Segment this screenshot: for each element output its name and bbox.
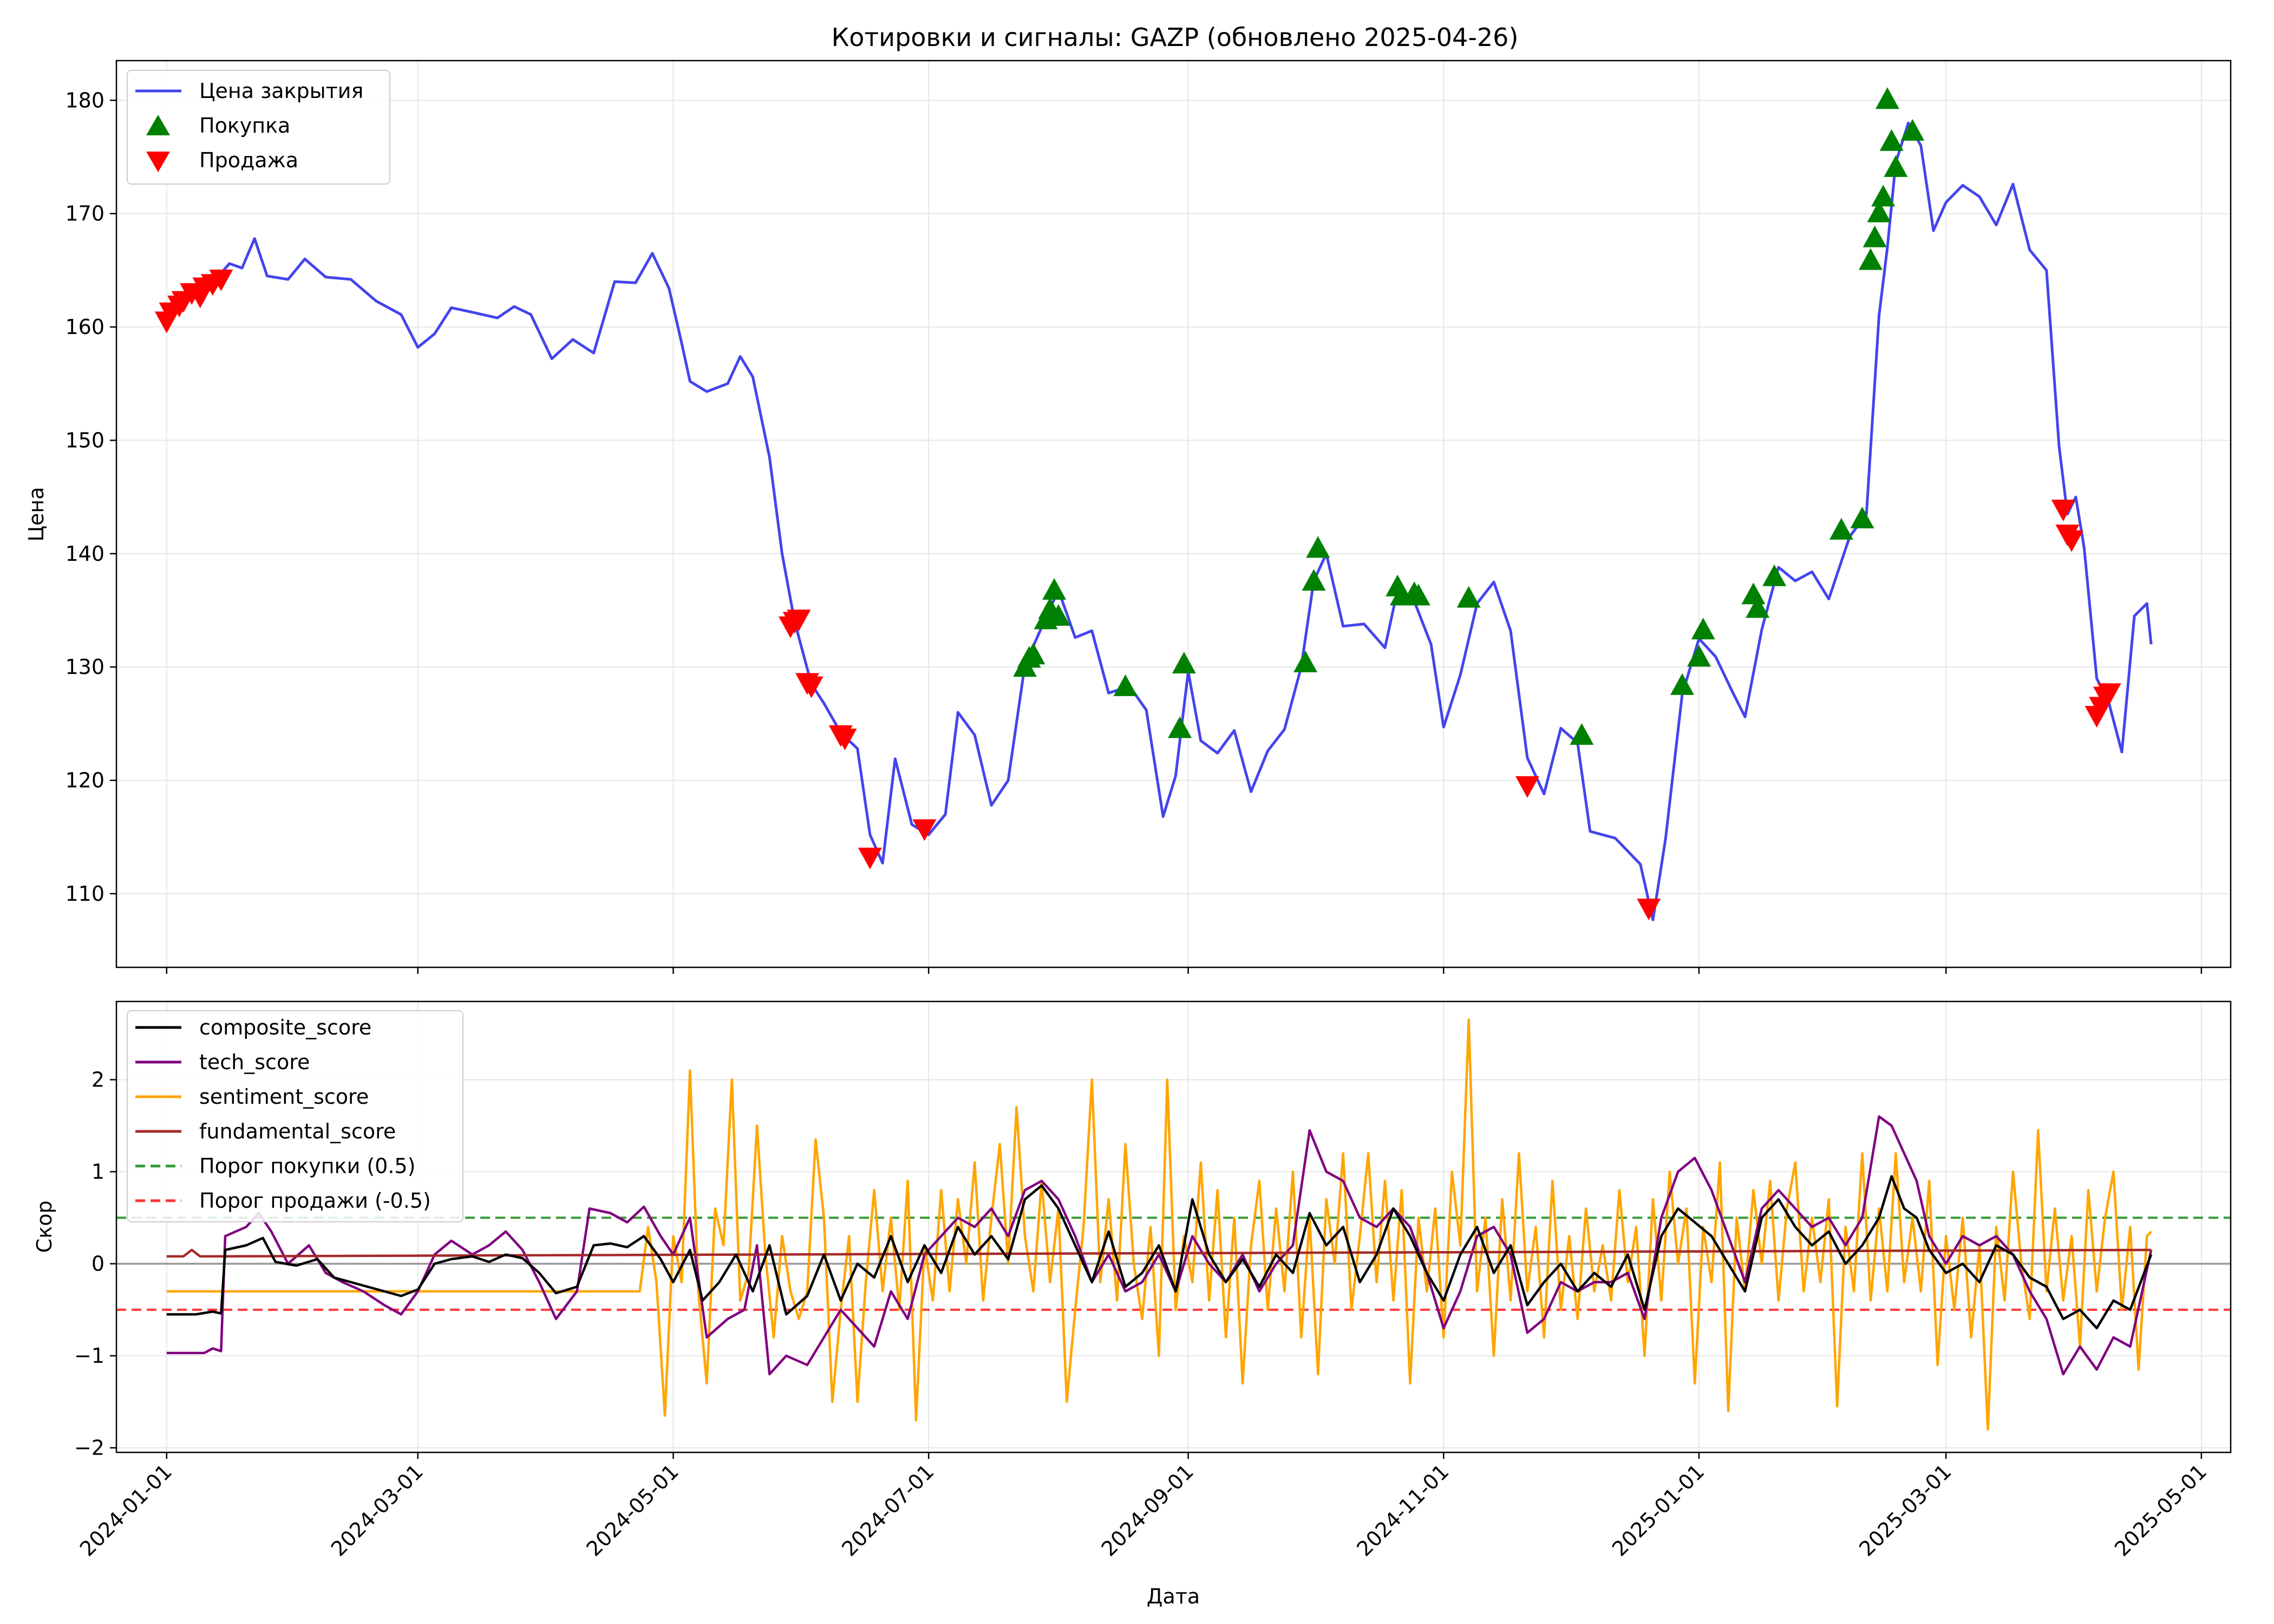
buy-marker xyxy=(1670,673,1695,695)
price-legend-box xyxy=(127,70,390,185)
legend-label-tech: tech_score xyxy=(199,1050,310,1074)
y-tick-label: 180 xyxy=(65,88,104,112)
buy-marker xyxy=(1884,155,1908,177)
series-line-fundamental-score xyxy=(166,1248,2152,1258)
y-tick-label: 0 xyxy=(92,1252,104,1276)
y-tick-label: −1 xyxy=(74,1344,104,1368)
buy-marker xyxy=(1113,674,1138,696)
price-x-ticks xyxy=(166,967,2203,974)
buy-marker xyxy=(1172,651,1196,673)
legend-swatch-buy xyxy=(146,115,170,135)
legend-label-sell: Продажа xyxy=(199,148,298,172)
sell-marker xyxy=(787,610,811,632)
price-series xyxy=(154,87,2153,921)
buy-marker xyxy=(1021,643,1045,665)
buy-marker xyxy=(1875,87,1899,109)
buy-marker xyxy=(1858,248,1883,270)
y-tick-label: 120 xyxy=(65,769,104,793)
buy-marker xyxy=(1867,200,1891,222)
buy-marker xyxy=(1456,586,1481,608)
buy-marker xyxy=(1293,650,1318,672)
buy-marker xyxy=(1306,536,1330,558)
score-series xyxy=(116,1018,2231,1431)
buy-marker xyxy=(1746,596,1770,618)
score-legend-box xyxy=(127,1010,463,1222)
y-tick-label: 130 xyxy=(65,655,104,679)
buy-marker xyxy=(1850,506,1874,528)
score-x-axis-label: Дата xyxy=(1147,1584,1200,1608)
score-axes-frame xyxy=(115,1000,2232,1453)
y-tick-label: 1 xyxy=(92,1160,104,1184)
series-line-close xyxy=(165,121,2153,921)
price-axes-frame xyxy=(115,60,2232,968)
y-tick-label: 150 xyxy=(65,428,104,452)
series-line-sentiment-score xyxy=(166,1018,2152,1431)
legend-label-buy: Покупка xyxy=(199,114,290,137)
buy-marker xyxy=(1406,584,1430,606)
y-tick-label: 170 xyxy=(65,202,104,226)
buy-marker xyxy=(1042,578,1067,600)
buy-marker xyxy=(1570,723,1594,745)
price-grid xyxy=(116,61,2231,967)
legend-label-composite: composite_score xyxy=(199,1016,371,1039)
sell-marker xyxy=(833,728,857,750)
price-y-axis-label: Цена xyxy=(24,487,48,541)
score-legend: composite_score tech_score sentiment_sco… xyxy=(127,1010,463,1222)
series-line-tech-score xyxy=(166,1115,2153,1376)
sell-marker xyxy=(2060,530,2084,552)
buy-marker xyxy=(1871,185,1896,207)
sell-marker xyxy=(1515,776,1539,798)
buy-marker xyxy=(1863,225,1887,247)
price-y-ticks: 110 120 130 140 150 160 170 180 xyxy=(65,88,116,906)
buy-marker xyxy=(1762,564,1787,586)
legend-label-close: Цена закрытия xyxy=(199,79,363,103)
sell-marker xyxy=(2051,500,2075,522)
y-tick-label: 140 xyxy=(65,542,104,566)
sell-marker xyxy=(209,270,233,291)
y-tick-label: 110 xyxy=(65,882,104,906)
legend-label-buy-threshold: Порог покупки (0.5) xyxy=(199,1154,415,1178)
legend-label-sell-threshold: Порог продажи (-0.5) xyxy=(199,1189,431,1213)
sell-marker xyxy=(1637,899,1661,921)
series-line-composite-score xyxy=(166,1175,2153,1330)
legend-label-sentiment: sentiment_score xyxy=(199,1085,369,1109)
buy-marker xyxy=(1900,119,1925,141)
buy-marker xyxy=(1046,604,1070,626)
buy-marker xyxy=(1829,518,1853,540)
sell-marker xyxy=(858,847,882,869)
buy-marker xyxy=(1302,569,1326,591)
buy-marker xyxy=(1879,129,1904,151)
buy-marker xyxy=(1687,645,1711,667)
buy-marker xyxy=(1691,618,1715,640)
y-tick-label: 160 xyxy=(65,315,104,339)
y-tick-label: −2 xyxy=(74,1436,104,1460)
sell-marker xyxy=(2097,683,2121,705)
legend-label-fundamental: fundamental_score xyxy=(199,1119,396,1143)
y-tick-label: 2 xyxy=(92,1068,104,1092)
buy-marker xyxy=(1168,716,1192,738)
legend-swatch-sell xyxy=(146,152,170,172)
price-legend: Цена закрытия Покупка Продажа xyxy=(127,70,390,185)
score-y-axis-label: Скор xyxy=(32,1201,56,1253)
sell-marker xyxy=(799,676,824,698)
chart-title: Котировки и сигналы: GAZP (обновлено 202… xyxy=(832,23,1519,52)
score-y-ticks: −2 −1 0 1 2 xyxy=(74,1068,116,1460)
buy-marker xyxy=(1741,582,1766,605)
price-panel: 110 120 130 140 150 160 170 180 Цена Цена закры… xyxy=(24,60,2232,974)
sell-marker xyxy=(912,819,937,841)
